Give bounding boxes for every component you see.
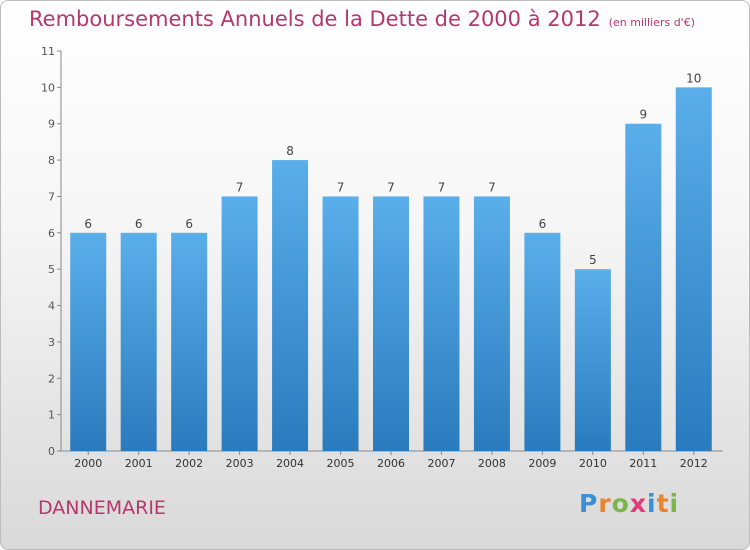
- logo-letter: r: [598, 489, 612, 518]
- bar: [423, 196, 460, 451]
- y-tick-label: 7: [48, 190, 55, 203]
- logo-letter: i: [669, 489, 680, 518]
- chart-unit-label: (en milliers d'€): [608, 16, 695, 29]
- bar-value-label: 5: [589, 253, 597, 267]
- bar: [373, 196, 409, 451]
- y-tick-label: 3: [48, 336, 55, 349]
- bar: [221, 196, 258, 451]
- bar-value-label: 7: [337, 180, 345, 194]
- x-tick-label: 2005: [327, 457, 355, 470]
- x-tick-label: 2004: [276, 457, 304, 470]
- y-tick-label: 5: [48, 263, 55, 276]
- x-tick-label: 2001: [125, 457, 153, 470]
- bar: [524, 232, 561, 451]
- y-tick-label: 11: [41, 45, 55, 58]
- bar-value-label: 10: [686, 71, 701, 85]
- logo-letter: t: [656, 489, 670, 518]
- bar: [675, 87, 712, 451]
- y-tick-label: 10: [41, 81, 55, 94]
- logo-letter: o: [611, 489, 630, 518]
- bar: [171, 232, 208, 451]
- bar-value-label: 6: [84, 217, 92, 231]
- bar-value-label: 6: [135, 217, 143, 231]
- chart-title-text: Remboursements Annuels de la Dette de 20…: [29, 7, 601, 31]
- bar: [625, 123, 662, 452]
- city-name: DANNEMARIE: [38, 497, 166, 519]
- bar: [70, 232, 107, 451]
- x-tick-label: 2009: [528, 457, 556, 470]
- x-tick-label: 2006: [377, 457, 405, 470]
- bar-value-label: 8: [286, 144, 294, 158]
- y-tick-label: 2: [48, 372, 55, 385]
- y-tick-label: 4: [48, 300, 55, 313]
- chart-title: Remboursements Annuels de la Dette de 20…: [29, 7, 695, 31]
- bar: [322, 196, 359, 451]
- chart-bars: 6 6 6 7 8 7 7 7 7 6 5 9 10: [70, 71, 712, 452]
- bar-value-label: 7: [387, 180, 395, 194]
- y-tick-label: 0: [48, 445, 55, 458]
- x-tick-label: 2000: [74, 457, 102, 470]
- bar-value-label: 6: [539, 217, 547, 231]
- x-tick-label: 2002: [175, 457, 203, 470]
- x-tick-label: 2010: [579, 457, 607, 470]
- bar-value-label: 7: [236, 180, 244, 194]
- bar: [120, 232, 157, 451]
- bar: [473, 196, 510, 451]
- x-tick-label: 2003: [226, 457, 254, 470]
- bar: [574, 269, 611, 451]
- logo-letter: P: [579, 489, 599, 518]
- logo-letter: x: [629, 489, 647, 518]
- x-tick-label: 2008: [478, 457, 506, 470]
- bar-value-label: 9: [639, 108, 647, 122]
- x-tick-label: 2011: [629, 457, 657, 470]
- chart-axes: 0 1 2 3 4 5 6 7 8 9 10 11 2000 2001 2002 2003 2004 2005 20…: [41, 45, 723, 470]
- logo-letter: i: [647, 489, 657, 518]
- bar-value-label: 6: [185, 217, 193, 231]
- bar-value-label: 7: [488, 180, 496, 194]
- bar-value-label: 7: [438, 180, 446, 194]
- y-tick-label: 1: [48, 409, 55, 422]
- x-tick-label: 2012: [680, 457, 708, 470]
- x-tick-label: 2007: [427, 457, 455, 470]
- y-tick-label: 8: [48, 154, 55, 167]
- bar: [272, 160, 309, 451]
- proxiti-logo: Proxiti: [579, 489, 679, 518]
- y-tick-label: 6: [48, 227, 55, 240]
- y-tick-label: 9: [48, 118, 55, 131]
